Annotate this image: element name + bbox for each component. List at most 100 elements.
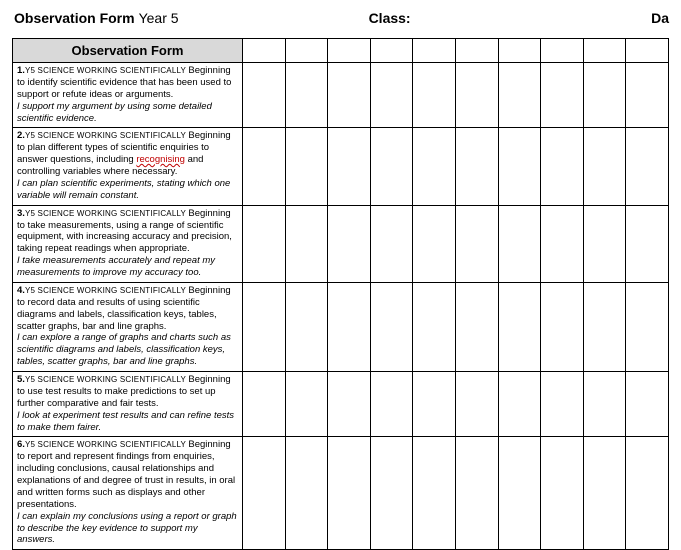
- blank-column-header: [583, 39, 626, 63]
- blank-column-header: [413, 39, 456, 63]
- blank-cell: [243, 437, 286, 550]
- blank-cell: [285, 63, 328, 128]
- blank-cell: [541, 205, 584, 282]
- blank-cell: [370, 63, 413, 128]
- blank-cell: [455, 372, 498, 437]
- blank-cell: [541, 437, 584, 550]
- row-number: 3.: [17, 208, 25, 219]
- blank-cell: [285, 282, 328, 371]
- blank-column-header: [285, 39, 328, 63]
- blank-cell: [328, 372, 371, 437]
- blank-cell: [498, 128, 541, 205]
- form-title: Observation Form: [14, 10, 135, 26]
- blank-cell: [370, 372, 413, 437]
- blank-cell: [413, 63, 456, 128]
- blank-column-header: [626, 39, 669, 63]
- blank-column-header: [455, 39, 498, 63]
- blank-cell: [243, 205, 286, 282]
- blank-cell: [583, 282, 626, 371]
- blank-cell: [413, 282, 456, 371]
- blank-cell: [455, 205, 498, 282]
- blank-cell: [455, 437, 498, 550]
- blank-cell: [370, 282, 413, 371]
- row-number: 4.: [17, 285, 25, 296]
- blank-cell: [626, 282, 669, 371]
- blank-cell: [455, 282, 498, 371]
- topic-label: Y5 SCIENCE WORKING SCIENTIFICALLY: [25, 209, 188, 218]
- blank-cell: [285, 437, 328, 550]
- blank-cell: [370, 128, 413, 205]
- blank-cell: [370, 205, 413, 282]
- blank-cell: [328, 205, 371, 282]
- observation-table: Observation Form 1.Y5 SCIENCE WORKING SC…: [12, 38, 669, 550]
- row-number: 2.: [17, 130, 25, 141]
- student-statement: I look at experiment test results and ca…: [17, 410, 234, 433]
- criterion-cell: 5.Y5 SCIENCE WORKING SCIENTIFICALLY Begi…: [13, 372, 243, 437]
- table-row: 1.Y5 SCIENCE WORKING SCIENTIFICALLY Begi…: [13, 63, 669, 128]
- blank-cell: [370, 437, 413, 550]
- row-number: 6.: [17, 439, 25, 450]
- blank-cell: [413, 205, 456, 282]
- student-statement: I support my argument by using some deta…: [17, 101, 212, 124]
- blank-cell: [626, 128, 669, 205]
- highlighted-word: recognising: [136, 154, 185, 165]
- table-row: 3.Y5 SCIENCE WORKING SCIENTIFICALLY Begi…: [13, 205, 669, 282]
- table-row: 6.Y5 SCIENCE WORKING SCIENTIFICALLY Begi…: [13, 437, 669, 550]
- blank-cell: [413, 128, 456, 205]
- blank-cell: [243, 282, 286, 371]
- criterion-cell: 1.Y5 SCIENCE WORKING SCIENTIFICALLY Begi…: [13, 63, 243, 128]
- criterion-cell: 2.Y5 SCIENCE WORKING SCIENTIFICALLY Begi…: [13, 128, 243, 205]
- date-label: Da: [651, 10, 669, 26]
- blank-cell: [583, 63, 626, 128]
- table-row: 2.Y5 SCIENCE WORKING SCIENTIFICALLY Begi…: [13, 128, 669, 205]
- row-number: 1.: [17, 65, 25, 76]
- student-statement: I can plan scientific experiments, stati…: [17, 178, 230, 201]
- blank-cell: [541, 128, 584, 205]
- blank-cell: [541, 372, 584, 437]
- blank-cell: [626, 63, 669, 128]
- blank-cell: [498, 437, 541, 550]
- row-number: 5.: [17, 374, 25, 385]
- blank-cell: [498, 63, 541, 128]
- blank-cell: [328, 282, 371, 371]
- student-statement: I take measurements accurately and repea…: [17, 255, 215, 278]
- blank-cell: [541, 282, 584, 371]
- class-label: Class:: [369, 10, 411, 26]
- blank-cell: [243, 63, 286, 128]
- blank-cell: [583, 437, 626, 550]
- blank-cell: [498, 205, 541, 282]
- blank-column-header: [541, 39, 584, 63]
- blank-column-header: [328, 39, 371, 63]
- blank-cell: [285, 205, 328, 282]
- table-row: 5.Y5 SCIENCE WORKING SCIENTIFICALLY Begi…: [13, 372, 669, 437]
- blank-cell: [243, 128, 286, 205]
- blank-cell: [583, 372, 626, 437]
- student-statement: I can explore a range of graphs and char…: [17, 332, 231, 367]
- criterion-cell: 4.Y5 SCIENCE WORKING SCIENTIFICALLY Begi…: [13, 282, 243, 371]
- topic-label: Y5 SCIENCE WORKING SCIENTIFICALLY: [25, 66, 188, 75]
- table-row: 4.Y5 SCIENCE WORKING SCIENTIFICALLY Begi…: [13, 282, 669, 371]
- blank-column-header: [370, 39, 413, 63]
- blank-cell: [285, 372, 328, 437]
- table-header-row: Observation Form: [13, 39, 669, 63]
- lead-text: Beginning to report and represent findin…: [17, 439, 235, 509]
- blank-column-header: [498, 39, 541, 63]
- blank-cell: [498, 282, 541, 371]
- page-header: Observation Form Year 5 Class: Da: [12, 10, 669, 26]
- blank-cell: [626, 437, 669, 550]
- criterion-cell: 6.Y5 SCIENCE WORKING SCIENTIFICALLY Begi…: [13, 437, 243, 550]
- blank-cell: [243, 372, 286, 437]
- blank-column-header: [243, 39, 286, 63]
- blank-cell: [413, 372, 456, 437]
- blank-cell: [413, 437, 456, 550]
- topic-label: Y5 SCIENCE WORKING SCIENTIFICALLY: [25, 131, 188, 140]
- blank-cell: [455, 63, 498, 128]
- student-statement: I can explain my conclusions using a rep…: [17, 511, 237, 546]
- topic-label: Y5 SCIENCE WORKING SCIENTIFICALLY: [25, 375, 188, 384]
- blank-cell: [626, 205, 669, 282]
- blank-cell: [285, 128, 328, 205]
- blank-cell: [626, 372, 669, 437]
- blank-cell: [498, 372, 541, 437]
- blank-cell: [328, 128, 371, 205]
- year-label: Year 5: [139, 10, 179, 26]
